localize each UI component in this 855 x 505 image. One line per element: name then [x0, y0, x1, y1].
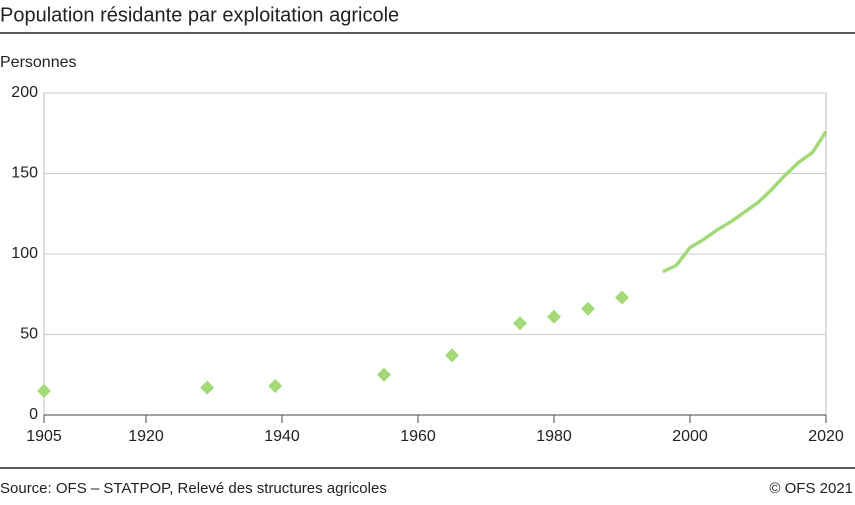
- x-tick-label: 1960: [400, 428, 436, 445]
- x-tick-label: 1920: [128, 428, 164, 445]
- y-tick-label: 150: [11, 165, 38, 182]
- y-tick-label: 0: [29, 406, 38, 423]
- data-point: [547, 309, 561, 324]
- y-axis-label: Personnes: [0, 54, 77, 71]
- x-tick-label: 1980: [536, 428, 572, 445]
- x-tick-label: 2020: [808, 428, 844, 445]
- data-point: [37, 383, 51, 398]
- x-tick-label: 2000: [672, 428, 708, 445]
- data-point: [268, 379, 283, 394]
- source: Source: OFS – STATPOP, Relevé des struct…: [0, 480, 387, 497]
- y-tick-label: 200: [11, 84, 38, 101]
- y-tick-label: 50: [20, 326, 38, 343]
- data-line: [662, 130, 828, 274]
- data-point: [513, 316, 527, 331]
- data-point: [615, 290, 629, 305]
- y-tick-label: 100: [11, 245, 38, 262]
- chart-title: Population résidante par exploitation ag…: [0, 4, 399, 26]
- data-point: [581, 301, 595, 316]
- x-tick-label: 1940: [264, 428, 300, 445]
- data-point: [377, 367, 391, 382]
- data-point: [445, 348, 459, 363]
- data-point: [200, 380, 215, 395]
- credit: © OFS 2021: [769, 480, 853, 497]
- x-tick-label: 1905: [26, 428, 62, 445]
